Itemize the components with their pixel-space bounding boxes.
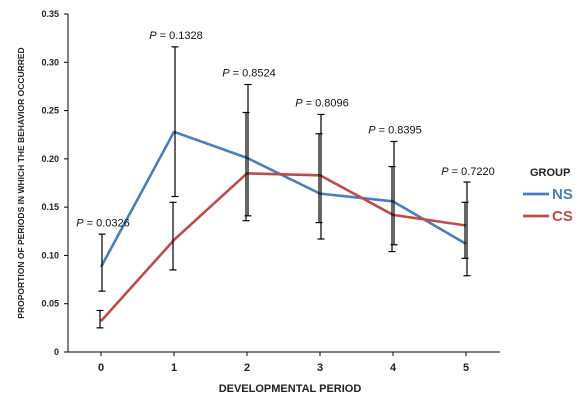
y-tick-label: 0.25 — [41, 106, 59, 116]
y-tick-label: 0 — [54, 347, 59, 357]
x-axis-ticks: 0 1 2 3 4 5 — [98, 352, 469, 374]
y-tick-label: 0.15 — [41, 202, 59, 212]
p-value-label: P = 0.7220 — [441, 166, 495, 178]
y-tick-label: 0.35 — [41, 9, 59, 19]
p-value-label: P = 0.8096 — [295, 98, 349, 110]
x-axis-title: DEVELOPMENTAL PERIOD — [219, 383, 362, 395]
x-tick-label: 3 — [317, 362, 323, 374]
legend: GROUP NS CS — [523, 167, 573, 225]
x-tick-label: 0 — [98, 362, 104, 374]
p-value-label: P = 0.0326 — [76, 217, 130, 229]
series-line-cs — [100, 172, 467, 322]
p-value-label: P = 0.8524 — [222, 68, 276, 80]
x-tick-label: 4 — [390, 362, 397, 374]
legend-label-cs: CS — [552, 208, 573, 225]
y-tick-label: 0.20 — [41, 154, 59, 164]
x-tick-label: 2 — [244, 362, 250, 374]
y-axis-ticks: 0 0.05 0.10 0.15 0.20 0.25 0.30 0.35 — [41, 9, 68, 357]
y-tick-label: 0.10 — [41, 250, 59, 260]
x-tick-label: 1 — [171, 362, 177, 374]
legend-label-ns: NS — [552, 186, 573, 203]
y-tick-label: 0.30 — [41, 57, 59, 67]
legend-title: GROUP — [530, 167, 570, 179]
p-value-annotations: P = 0.0326 P = 0.1328 P = 0.8524 P = 0.8096… — [76, 30, 495, 229]
series-line-ns — [99, 130, 467, 268]
x-tick-label: 5 — [463, 362, 469, 374]
p-value-label: P = 0.8395 — [368, 125, 422, 137]
series-lines — [99, 130, 467, 322]
y-axis-title: PROPORTION OF PERIODS IN WHICH THE BEHAV… — [16, 47, 26, 318]
y-tick-label: 0.05 — [41, 299, 59, 309]
p-value-label: P = 0.1328 — [149, 30, 203, 42]
error-bars — [96, 46, 471, 329]
